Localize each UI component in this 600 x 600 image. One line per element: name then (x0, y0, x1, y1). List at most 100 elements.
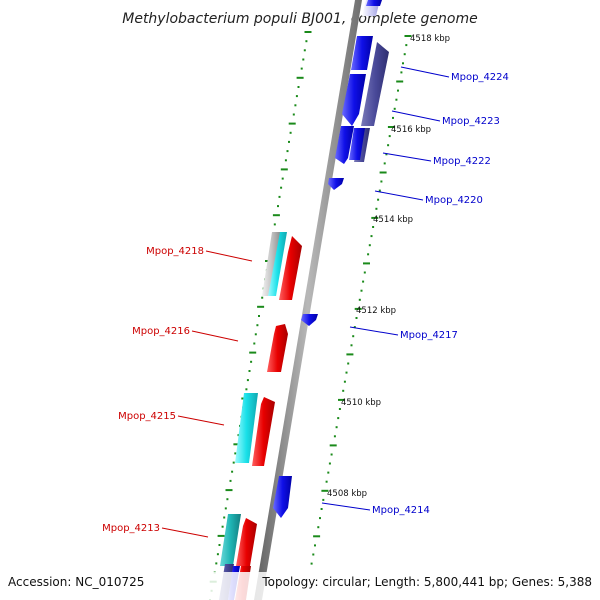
scale-tick (216, 553, 219, 556)
scale-tick (313, 535, 321, 538)
scale-tick (322, 498, 325, 501)
footer-background (0, 572, 600, 600)
scale-tick (405, 44, 408, 47)
scale-tick (317, 526, 320, 529)
scale-tick (383, 162, 386, 165)
scale-tick (226, 498, 229, 501)
scale-tick (225, 489, 233, 492)
scale-tick (363, 262, 370, 265)
scale-tick (221, 525, 224, 528)
scale-tick (303, 49, 306, 52)
scale-tick (388, 135, 391, 138)
scale-tick (367, 253, 370, 256)
gene-feature (262, 232, 281, 296)
gene-label-mpop-4214[interactable]: Mpop_4214 (372, 505, 430, 516)
scale-tick (273, 223, 276, 226)
scale-tick (256, 324, 259, 327)
scale-tick (229, 479, 232, 482)
scale-tick (350, 344, 353, 347)
scale-tick (232, 461, 235, 464)
scale-tick (292, 113, 295, 116)
scale-tick (314, 544, 316, 547)
scale-tick (393, 107, 396, 110)
scale-tick (246, 379, 249, 382)
scale-label: 4510 kbp (341, 398, 381, 408)
scale-tick (396, 80, 404, 83)
scale-tick (300, 67, 303, 70)
scale-tick (338, 408, 341, 410)
scale-tick (392, 116, 394, 119)
gene-label-mpop-4220[interactable]: Mpop_4220 (425, 195, 483, 206)
genome-backbone (254, 0, 362, 600)
scale-tick (280, 186, 283, 189)
scale-tick (397, 89, 399, 92)
scale-tick (345, 371, 348, 374)
scale-label: 4516 kbp (391, 125, 431, 135)
scale-tick (353, 326, 356, 329)
scale-tick (370, 235, 373, 238)
scale-tick (296, 76, 304, 79)
scale-tick (302, 58, 305, 61)
gene-feature (235, 393, 258, 463)
gene-label-mpop-4217[interactable]: Mpop_4217 (400, 330, 458, 341)
scale-tick (378, 189, 381, 192)
scale-tick (288, 122, 296, 125)
gene-label-mpop-4215[interactable]: Mpop_4215 (118, 411, 176, 422)
scale-tick (328, 462, 331, 465)
accession-text: Accession: NC_010725 (8, 575, 144, 589)
scale-tick (257, 305, 265, 308)
gene-feature (267, 324, 288, 372)
gene-feature (351, 36, 373, 70)
scale-tick (346, 353, 354, 356)
scale-tick (338, 398, 345, 401)
scale-tick (362, 280, 365, 283)
scale-tick (335, 426, 338, 429)
scale-tick (278, 195, 281, 198)
scale-tick (234, 452, 237, 455)
scale-tick (312, 553, 315, 556)
scale-tick (237, 434, 240, 437)
scale-tick (375, 207, 378, 210)
scale-tick (281, 177, 284, 180)
scale-tick (295, 95, 298, 98)
gene-label-mpop-4218[interactable]: Mpop_4218 (146, 246, 204, 257)
gene-features (219, 0, 389, 600)
gene-feature (236, 518, 257, 566)
scale-tick (217, 534, 225, 537)
scale-tick (360, 289, 363, 292)
scale-tick (371, 216, 379, 219)
scale-tick (387, 126, 395, 128)
scale-tick (330, 453, 333, 456)
gene-label-mpop-4224[interactable]: Mpop_4224 (451, 72, 509, 83)
gene-feature (220, 514, 241, 566)
scale-tick (277, 205, 279, 208)
scale-tick (380, 180, 383, 183)
scale-tick (249, 351, 257, 354)
scale-tick (250, 360, 253, 363)
scale-tick (404, 35, 412, 37)
scale-tick (321, 489, 329, 492)
scale-tick (358, 298, 361, 301)
gene-feature (252, 397, 275, 466)
scale-tick (297, 86, 300, 88)
scale-tick (379, 171, 387, 174)
scale-tick (305, 40, 308, 43)
scale-tick (253, 342, 256, 345)
scale-tick (395, 98, 398, 101)
gene-label-mpop-4216[interactable]: Mpop_4216 (132, 326, 190, 337)
scale-tick (245, 388, 248, 391)
gene-feature (273, 476, 292, 518)
scale-tick (288, 140, 290, 143)
gene-label-mpop-4223[interactable]: Mpop_4223 (442, 116, 500, 127)
gene-label-mpop-4213[interactable]: Mpop_4213 (102, 523, 160, 534)
scale-tick (319, 517, 321, 520)
scale-label: 4512 kbp (356, 306, 396, 316)
scale-tick (231, 470, 234, 473)
scale-tick (310, 562, 313, 565)
reverse-gene-labels: Mpop_4218 Mpop_4216 Mpop_4215 Mpop_4213 (102, 246, 253, 538)
scale-tick (261, 296, 264, 299)
scale-tick (320, 508, 323, 510)
scale-tick (387, 144, 390, 147)
gene-label-mpop-4222[interactable]: Mpop_4222 (433, 156, 491, 167)
